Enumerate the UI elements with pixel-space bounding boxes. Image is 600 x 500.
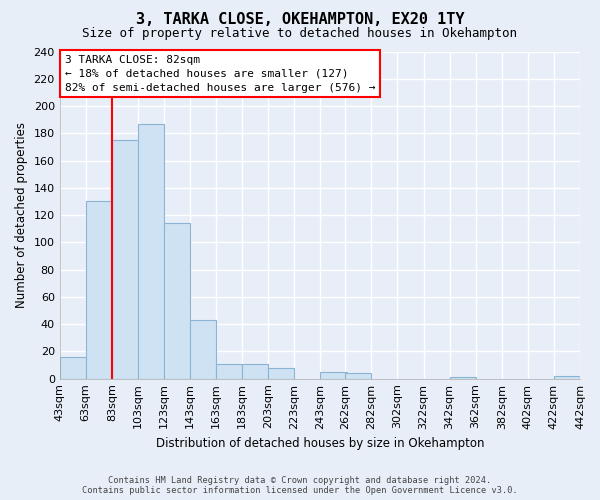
Bar bbox=[164, 224, 190, 378]
Text: 3 TARKA CLOSE: 82sqm
← 18% of detached houses are smaller (127)
82% of semi-deta: 3 TARKA CLOSE: 82sqm ← 18% of detached h… bbox=[65, 55, 376, 93]
Bar bbox=[216, 364, 242, 378]
Text: 3, TARKA CLOSE, OKEHAMPTON, EX20 1TY: 3, TARKA CLOSE, OKEHAMPTON, EX20 1TY bbox=[136, 12, 464, 28]
Text: Size of property relative to detached houses in Okehampton: Size of property relative to detached ho… bbox=[83, 28, 517, 40]
Bar bbox=[190, 320, 216, 378]
Text: Contains HM Land Registry data © Crown copyright and database right 2024.
Contai: Contains HM Land Registry data © Crown c… bbox=[82, 476, 518, 495]
Bar bbox=[320, 372, 347, 378]
X-axis label: Distribution of detached houses by size in Okehampton: Distribution of detached houses by size … bbox=[155, 437, 484, 450]
Bar bbox=[345, 373, 371, 378]
Bar bbox=[268, 368, 295, 378]
Bar bbox=[59, 357, 86, 378]
Bar bbox=[242, 364, 268, 378]
Bar bbox=[86, 202, 112, 378]
Y-axis label: Number of detached properties: Number of detached properties bbox=[15, 122, 28, 308]
Bar bbox=[554, 376, 580, 378]
Bar bbox=[138, 124, 164, 378]
Bar bbox=[112, 140, 138, 378]
